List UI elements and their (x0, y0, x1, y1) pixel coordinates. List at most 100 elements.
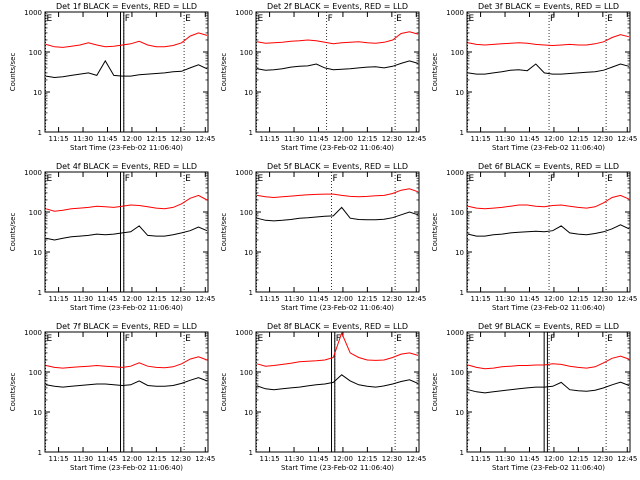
series-line (467, 194, 630, 210)
marker-label: E (469, 334, 475, 344)
x-tick-label: 12:00 (333, 295, 353, 303)
panel-title: Det 2f BLACK = Events, RED = LLD (267, 2, 408, 11)
x-tick-label: 12:30 (171, 295, 191, 303)
y-tick-label: 10 (455, 89, 464, 97)
y-axis-label: Counts/sec (9, 53, 17, 92)
x-axis-label: Start Time (23-Feb-02 11:06:40) (281, 464, 394, 472)
x-axis-label: Start Time (23-Feb-02 11:06:40) (281, 304, 394, 312)
x-tick-label: 11:15 (48, 295, 68, 303)
marker-label: F (550, 334, 555, 344)
y-tick-label: 100 (29, 369, 42, 377)
y-tick-label: 1000 (235, 329, 253, 337)
series-line (45, 377, 208, 388)
series-line (256, 60, 419, 71)
x-tick-label: 12:00 (544, 295, 564, 303)
panel-title: Det 3f BLACK = Events, RED = LLD (478, 2, 619, 11)
x-tick-label: 11:15 (259, 135, 279, 143)
series-line (45, 59, 208, 79)
x-axis-label: Start Time (23-Feb-02 11:06:40) (70, 464, 183, 472)
x-tick-label: 12:30 (171, 455, 191, 463)
y-axis-label: Counts/sec (220, 53, 228, 92)
x-tick-label: 12:45 (195, 295, 215, 303)
x-tick-label: 11:15 (48, 455, 68, 463)
marker-label: F (550, 14, 555, 24)
marker-label: E (258, 334, 264, 344)
x-tick-label: 11:45 (308, 295, 328, 303)
plot-frame (44, 171, 209, 293)
chart-panel: Det 3f BLACK = Events, RED = LLD Counts/s… (431, 2, 637, 152)
x-axis-label: Start Time (23-Feb-02 11:06:40) (492, 144, 605, 152)
marker-label: E (185, 14, 191, 24)
marker-label: E (185, 174, 191, 184)
panel-title: Det 6f BLACK = Events, RED = LLD (478, 162, 619, 171)
x-tick-label: 12:00 (122, 455, 142, 463)
marker-label: F (125, 334, 130, 344)
series-line (45, 194, 208, 212)
marker-label: E (47, 174, 53, 184)
marker-label: E (396, 174, 402, 184)
x-tick-label: 11:30 (495, 135, 515, 143)
x-tick-label: 11:15 (48, 135, 68, 143)
x-tick-label: 12:30 (593, 295, 613, 303)
chart-panel: Det 1f BLACK = Events, RED = LLD Counts/s… (9, 2, 215, 152)
x-tick-label: 12:45 (195, 135, 215, 143)
x-tick-label: 12:00 (544, 135, 564, 143)
x-tick-label: 12:45 (617, 295, 637, 303)
chart-panel: Det 9f BLACK = Events, RED = LLD Counts/s… (431, 322, 637, 472)
x-tick-label: 12:15 (568, 295, 588, 303)
x-tick-label: 12:15 (146, 455, 166, 463)
x-tick-label: 12:45 (406, 455, 426, 463)
marker-label: F (550, 174, 555, 184)
y-axis-label: Counts/sec (431, 213, 439, 252)
panel-title: Det 9f BLACK = Events, RED = LLD (478, 322, 619, 331)
x-tick-label: 12:30 (382, 135, 402, 143)
x-tick-label: 12:15 (146, 135, 166, 143)
marker-label: E (469, 14, 475, 24)
x-tick-label: 11:45 (97, 455, 117, 463)
y-tick-label: 10 (455, 409, 464, 417)
x-tick-label: 11:45 (308, 135, 328, 143)
time-band (120, 171, 125, 293)
x-tick-label: 11:45 (308, 455, 328, 463)
marker-label: E (47, 334, 53, 344)
y-tick-label: 1000 (24, 9, 42, 17)
x-tick-label: 11:45 (519, 455, 539, 463)
y-tick-label: 100 (240, 49, 253, 57)
y-tick-label: 10 (244, 89, 253, 97)
x-tick-label: 11:30 (284, 295, 304, 303)
x-axis-label: Start Time (23-Feb-02 11:06:40) (70, 304, 183, 312)
x-tick-label: 11:15 (470, 455, 490, 463)
x-tick-label: 12:45 (617, 455, 637, 463)
y-tick-label: 1 (249, 449, 253, 457)
y-tick-label: 1 (38, 449, 42, 457)
y-tick-label: 1000 (24, 169, 42, 177)
y-tick-label: 100 (240, 369, 253, 377)
series-line (45, 225, 208, 241)
marker-label: E (258, 14, 264, 24)
x-tick-label: 12:30 (382, 295, 402, 303)
x-tick-label: 11:15 (470, 295, 490, 303)
x-tick-label: 12:45 (617, 135, 637, 143)
marker-label: E (47, 14, 53, 24)
time-band (120, 331, 125, 453)
series-line (256, 206, 419, 222)
x-tick-label: 11:30 (73, 455, 93, 463)
marker-label: F (328, 14, 333, 24)
marker-label: E (185, 334, 191, 344)
series-line (467, 34, 630, 47)
x-axis-label: Start Time (23-Feb-02 11:06:40) (492, 304, 605, 312)
x-tick-label: 11:30 (284, 135, 304, 143)
y-axis-label: Counts/sec (431, 53, 439, 92)
y-tick-label: 1 (460, 129, 464, 137)
y-tick-label: 100 (29, 49, 42, 57)
x-tick-label: 11:15 (470, 135, 490, 143)
y-tick-label: 1000 (446, 9, 464, 17)
plot-frame (44, 11, 209, 133)
chart-panel: Det 6f BLACK = Events, RED = LLD Counts/s… (431, 162, 637, 312)
y-tick-label: 100 (451, 49, 464, 57)
y-tick-label: 10 (244, 249, 253, 257)
x-tick-label: 12:45 (406, 135, 426, 143)
y-tick-label: 1000 (446, 329, 464, 337)
marker-label: E (396, 14, 402, 24)
